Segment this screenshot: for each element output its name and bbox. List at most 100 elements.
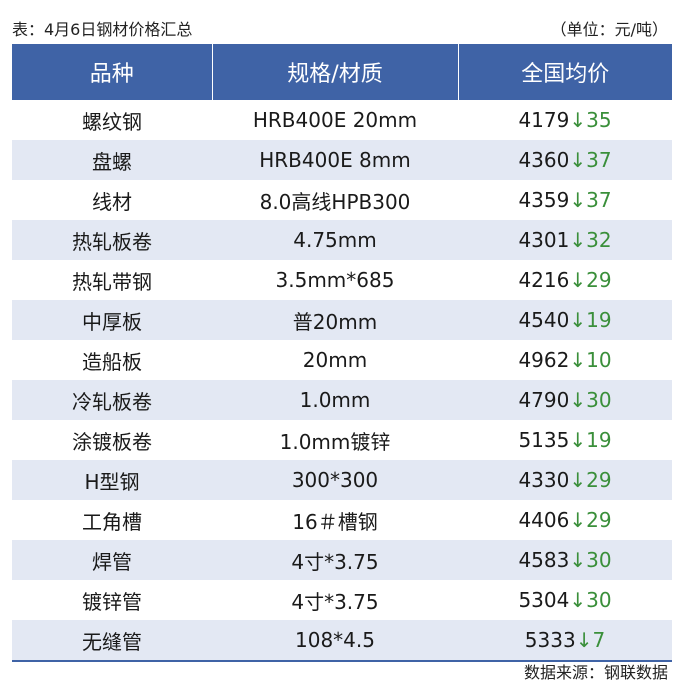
avg-price-cell: 4583↓30 [458,540,672,580]
product-name: 造船板 [12,340,212,380]
avg-price-cell: 4359↓37 [458,180,672,220]
price-value: 5304 [518,588,570,612]
product-name: 无缝管 [12,620,212,662]
down-arrow-icon: ↓ [569,508,587,532]
product-name: 焊管 [12,540,212,580]
product-spec: 3.5mm*685 [212,260,458,300]
product-spec: 1.0mm [212,380,458,420]
price-change: 30 [586,588,612,612]
table-row: 冷轧板卷 1.0mm 4790↓30 [12,380,672,420]
down-arrow-icon: ↓ [575,628,593,652]
down-arrow-icon: ↓ [569,108,587,132]
price-value: 4359 [518,188,570,212]
product-spec: 20mm [212,340,458,380]
table-row: 造船板 20mm 4962↓10 [12,340,672,380]
price-change: 7 [592,628,606,652]
price-change: 35 [586,108,612,132]
header-row: 品种 规格/材质 全国均价 [12,44,672,100]
down-arrow-icon: ↓ [569,308,587,332]
price-value: 4790 [518,388,570,412]
header-spec: 规格/材质 [211,44,458,100]
price-change: 30 [586,548,612,572]
table-row: 涂镀板卷 1.0mm镀锌 5135↓19 [12,420,672,460]
product-spec: HRB400E 8mm [212,140,458,180]
price-change: 10 [586,348,612,372]
avg-price-cell: 4330↓29 [458,460,672,500]
price-change: 29 [586,268,612,292]
avg-price-cell: 5304↓30 [458,580,672,620]
down-arrow-icon: ↓ [569,428,587,452]
product-spec: 4寸*3.75 [212,580,458,620]
price-change: 29 [586,508,612,532]
steel-price-table: 品种 规格/材质 全国均价 螺纹钢 HRB400E 20mm 4179↓35 盘螺 HR… [12,44,672,662]
price-value: 4406 [518,508,570,532]
price-value: 4962 [518,348,570,372]
price-change: 30 [586,388,612,412]
data-source: 数据来源：钢联数据 [523,663,668,682]
avg-price-cell: 4540↓19 [458,300,672,340]
price-change: 32 [586,228,612,252]
product-spec: 300*300 [212,460,458,500]
down-arrow-icon: ↓ [569,548,587,572]
product-spec: 普20mm [212,300,458,340]
avg-price-cell: 4360↓37 [458,140,672,180]
price-value: 5333 [524,628,576,652]
avg-price-cell: 5135↓19 [458,420,672,460]
price-value: 4216 [518,268,570,292]
price-change: 37 [586,188,612,212]
header-product: 品种 [12,44,212,100]
price-value: 4583 [518,548,570,572]
table-row: 热轧带钢 3.5mm*685 4216↓29 [12,260,672,300]
product-name: 工角槽 [12,500,212,540]
product-spec: 8.0高线HPB300 [212,180,458,220]
product-name: 涂镀板卷 [12,420,212,460]
product-name: 镀锌管 [12,580,212,620]
product-spec: 1.0mm镀锌 [212,420,458,460]
product-name: 盘螺 [12,140,212,180]
avg-price-cell: 5333↓7 [458,620,672,662]
product-name: H型钢 [12,460,212,500]
table-row: 工角槽 16＃槽钢 4406↓29 [12,500,672,540]
table-row: H型钢 300*300 4330↓29 [12,460,672,500]
table-row: 盘螺 HRB400E 8mm 4360↓37 [12,140,672,180]
price-change: 19 [586,308,612,332]
product-name: 线材 [12,180,212,220]
price-value: 4360 [518,148,570,172]
table-row: 中厚板 普20mm 4540↓19 [12,300,672,340]
price-value: 4179 [518,108,570,132]
product-spec: 4寸*3.75 [212,540,458,580]
table-caption: 表：4月6日钢材价格汇总 [12,20,193,39]
table-row: 无缝管 108*4.5 5333↓7 [12,620,672,662]
down-arrow-icon: ↓ [569,388,587,412]
table-row: 螺纹钢 HRB400E 20mm 4179↓35 [12,100,672,140]
price-change: 19 [586,428,612,452]
table-row: 热轧板卷 4.75mm 4301↓32 [12,220,672,260]
product-name: 中厚板 [12,300,212,340]
price-value: 4301 [518,228,570,252]
unit-label: （单位：元/吨） [550,20,668,39]
down-arrow-icon: ↓ [569,588,587,612]
product-spec: 4.75mm [212,220,458,260]
avg-price-cell: 4179↓35 [458,100,672,140]
product-spec: 108*4.5 [212,620,458,662]
product-name: 螺纹钢 [12,100,212,140]
down-arrow-icon: ↓ [569,268,587,292]
avg-price-cell: 4216↓29 [458,260,672,300]
product-spec: 16＃槽钢 [212,500,458,540]
avg-price-cell: 4962↓10 [458,340,672,380]
product-name: 热轧板卷 [12,220,212,260]
table-row: 镀锌管 4寸*3.75 5304↓30 [12,580,672,620]
product-name: 冷轧板卷 [12,380,212,420]
avg-price-cell: 4301↓32 [458,220,672,260]
price-value: 4330 [518,468,570,492]
header-avg-price: 全国均价 [457,44,672,100]
down-arrow-icon: ↓ [569,348,587,372]
price-value: 4540 [518,308,570,332]
down-arrow-icon: ↓ [569,228,587,252]
product-spec: HRB400E 20mm [212,100,458,140]
down-arrow-icon: ↓ [569,148,587,172]
avg-price-cell: 4790↓30 [458,380,672,420]
price-value: 5135 [518,428,570,452]
down-arrow-icon: ↓ [569,468,587,492]
down-arrow-icon: ↓ [569,188,587,212]
